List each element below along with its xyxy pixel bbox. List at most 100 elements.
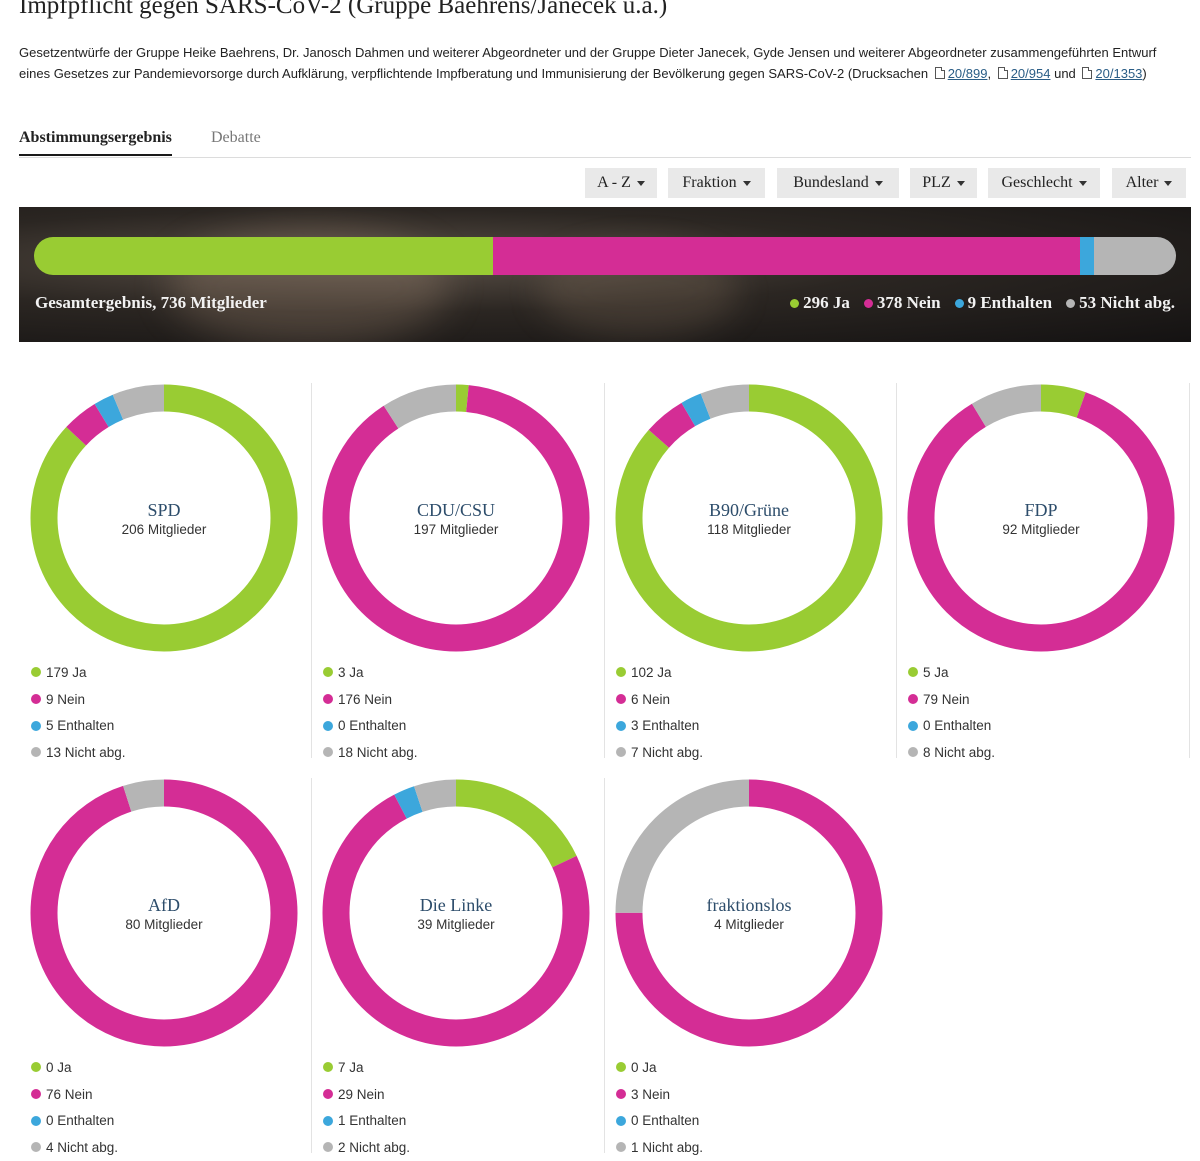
- slice-nicht-abgestimmt: [615, 384, 883, 652]
- nicht-abgestimmt-dot-icon: [323, 1142, 333, 1153]
- filter-label: Geschlecht: [1001, 174, 1073, 191]
- legend-label: 2 Nicht abg.: [338, 1139, 411, 1155]
- slice-nicht-abgestimmt: [615, 779, 883, 1047]
- legend-item-enthalten: 3 Enthalten: [616, 712, 703, 739]
- legend-label: 0 Enthalten: [631, 1113, 700, 1129]
- donut-chart: [322, 384, 590, 652]
- party-card-cdu-csu[interactable]: CDU/CSU 197 Mitglieder 3 Ja 176 Nein 0 Entha…: [311, 384, 603, 764]
- legend-label: 5 Enthalten: [46, 718, 115, 734]
- party-card-afd[interactable]: AfD 80 Mitglieder 0 Ja 76 Nein 0 Enthalten 4 …: [19, 779, 311, 1159]
- filter-label: Alter: [1125, 174, 1159, 191]
- nein-dot-icon: [616, 694, 626, 705]
- tab-debatte[interactable]: Debatte: [211, 129, 261, 146]
- ja-dot-icon: [31, 1062, 41, 1073]
- legend-item-nein: 29 Nein: [323, 1081, 410, 1108]
- slice-nicht-abgestimmt: [30, 384, 298, 652]
- nicht-abgestimmt-dot-icon: [908, 747, 918, 758]
- ja-dot-icon: [908, 667, 918, 678]
- donut-chart: [615, 384, 883, 652]
- legend-enthalten: 9 Enthalten: [954, 293, 1052, 313]
- grid-divider: [311, 383, 312, 758]
- legend-label: 9 Nein: [46, 691, 86, 707]
- description: Gesetzentwürfe der Gruppe Heike Baehrens…: [19, 42, 1184, 84]
- legend-item-nicht-abgestimmt: 8 Nicht abg.: [908, 739, 995, 766]
- legend-label: 102 Ja: [631, 664, 672, 680]
- grid-divider: [604, 778, 605, 1153]
- legend-item-enthalten: 5 Enthalten: [31, 712, 126, 739]
- legend-label: 79 Nein: [923, 691, 970, 707]
- legend-item-ja: 0 Ja: [616, 1054, 703, 1081]
- filter-label: A - Z: [597, 174, 631, 191]
- party-card-fraktionslos[interactable]: fraktionslos 4 Mitglieder 0 Ja 3 Nein 0 Enth…: [604, 779, 896, 1159]
- filter-fraktion[interactable]: Fraktion: [668, 168, 765, 198]
- total-nein: 378 Nein: [876, 293, 941, 312]
- total-bar-nicht-abgestimmt: [1093, 237, 1176, 275]
- party-card-fdp[interactable]: FDP 92 Mitglieder 5 Ja 79 Nein 0 Enthalten 8 …: [896, 384, 1188, 764]
- description-separator: ,: [987, 66, 992, 81]
- page-title: Impfpflicht gegen SARS-CoV-2 (Gruppe Bae…: [19, 0, 668, 19]
- party-member-count: 118 Mitglieder: [707, 522, 791, 537]
- total-ja: 296 Ja: [803, 293, 850, 312]
- legend-item-nein: 9 Nein: [31, 686, 126, 713]
- legend-item-nicht-abgestimmt: 2 Nicht abg.: [323, 1134, 410, 1161]
- legend-label: 7 Nicht abg.: [631, 744, 704, 760]
- doc-link-1[interactable]: 20/899: [947, 66, 988, 81]
- legend-item-ja: 179 Ja: [31, 659, 126, 686]
- enthalten-dot-icon: [323, 1115, 333, 1126]
- legend-label: 18 Nicht abg.: [338, 744, 418, 760]
- legend-label: 13 Nicht abg.: [46, 744, 126, 760]
- party-card-spd[interactable]: SPD 206 Mitglieder 179 Ja 9 Nein 5 Enthalten…: [19, 384, 311, 764]
- description-close: ): [1142, 66, 1147, 81]
- legend-item-nicht-abgestimmt: 18 Nicht abg.: [323, 739, 418, 766]
- total-members-label: Gesamtergebnis, 736 Mitglieder: [35, 293, 267, 312]
- legend-label: 176 Nein: [338, 691, 393, 707]
- enthalten-dot-icon: [323, 720, 333, 731]
- grid-divider: [1189, 383, 1190, 758]
- party-name: AfD: [148, 895, 180, 915]
- party-card-b90-gr-ne[interactable]: B90/Grüne 118 Mitglieder 102 Ja 6 Nein 3 Ent…: [604, 384, 896, 764]
- legend-item-ja: 0 Ja: [31, 1054, 118, 1081]
- filter-plz[interactable]: PLZ: [910, 168, 977, 198]
- legend-item-nicht-abgestimmt: 7 Nicht abg.: [616, 739, 703, 766]
- nicht-abgestimmt-dot-icon: [616, 747, 626, 758]
- legend-item-enthalten: 0 Enthalten: [31, 1107, 118, 1134]
- legend-label: 6 Nein: [631, 691, 671, 707]
- legend-label: 3 Nein: [631, 1086, 671, 1102]
- party-name: CDU/CSU: [416, 500, 496, 520]
- party-legend: 179 Ja 9 Nein 5 Enthalten 13 Nicht abg.: [31, 659, 126, 766]
- legend-ja: 296 Ja: [790, 293, 850, 313]
- doc-link-2[interactable]: 20/954: [1010, 66, 1051, 81]
- legend-item-nicht-abgestimmt: 13 Nicht abg.: [31, 739, 126, 766]
- filter-geschlecht[interactable]: Geschlecht: [988, 168, 1100, 198]
- filter-bundesland[interactable]: Bundesland: [777, 168, 899, 198]
- legend-label: 0 Enthalten: [338, 718, 407, 734]
- tab-bar: Abstimmungsergebnis Debatte: [19, 127, 1191, 158]
- filter-alter[interactable]: Alter: [1112, 168, 1186, 198]
- slice-nein: [322, 384, 590, 652]
- total-legend: 296 Ja 378 Nein 9 Enthalten 53 Nicht abg…: [790, 293, 1175, 313]
- caret-down-icon: [742, 180, 751, 186]
- legend-nein: 378 Nein: [863, 293, 941, 313]
- legend-label: 1 Nicht abg.: [631, 1139, 704, 1155]
- slice-nicht-abgestimmt: [907, 384, 1175, 652]
- party-name: SPD: [147, 500, 181, 520]
- party-card-die-linke[interactable]: Die Linke 39 Mitglieder 7 Ja 29 Nein 1 Entha…: [311, 779, 603, 1159]
- legend-item-ja: 5 Ja: [908, 659, 995, 686]
- ja-dot-icon: [790, 298, 800, 308]
- party-member-count: 80 Mitglieder: [125, 917, 203, 932]
- tab-abstimmungsergebnis[interactable]: Abstimmungsergebnis: [19, 129, 172, 156]
- doc-link-3[interactable]: 20/1353: [1095, 66, 1143, 81]
- document-icon: [997, 67, 1008, 79]
- party-legend: 0 Ja 76 Nein 0 Enthalten 4 Nicht abg.: [31, 1054, 118, 1161]
- donut-chart: [30, 384, 298, 652]
- enthalten-dot-icon: [31, 720, 41, 731]
- filter-a-z[interactable]: A - Z: [585, 168, 657, 198]
- legend-label: 29 Nein: [338, 1086, 385, 1102]
- nicht-abgestimmt-dot-icon: [323, 747, 333, 758]
- slice-nicht-abgestimmt: [322, 384, 590, 652]
- legend-label: 76 Nein: [46, 1086, 93, 1102]
- enthalten-dot-icon: [908, 720, 918, 731]
- party-member-count: 4 Mitglieder: [714, 917, 784, 932]
- caret-down-icon: [1078, 180, 1087, 186]
- nein-dot-icon: [31, 1089, 41, 1100]
